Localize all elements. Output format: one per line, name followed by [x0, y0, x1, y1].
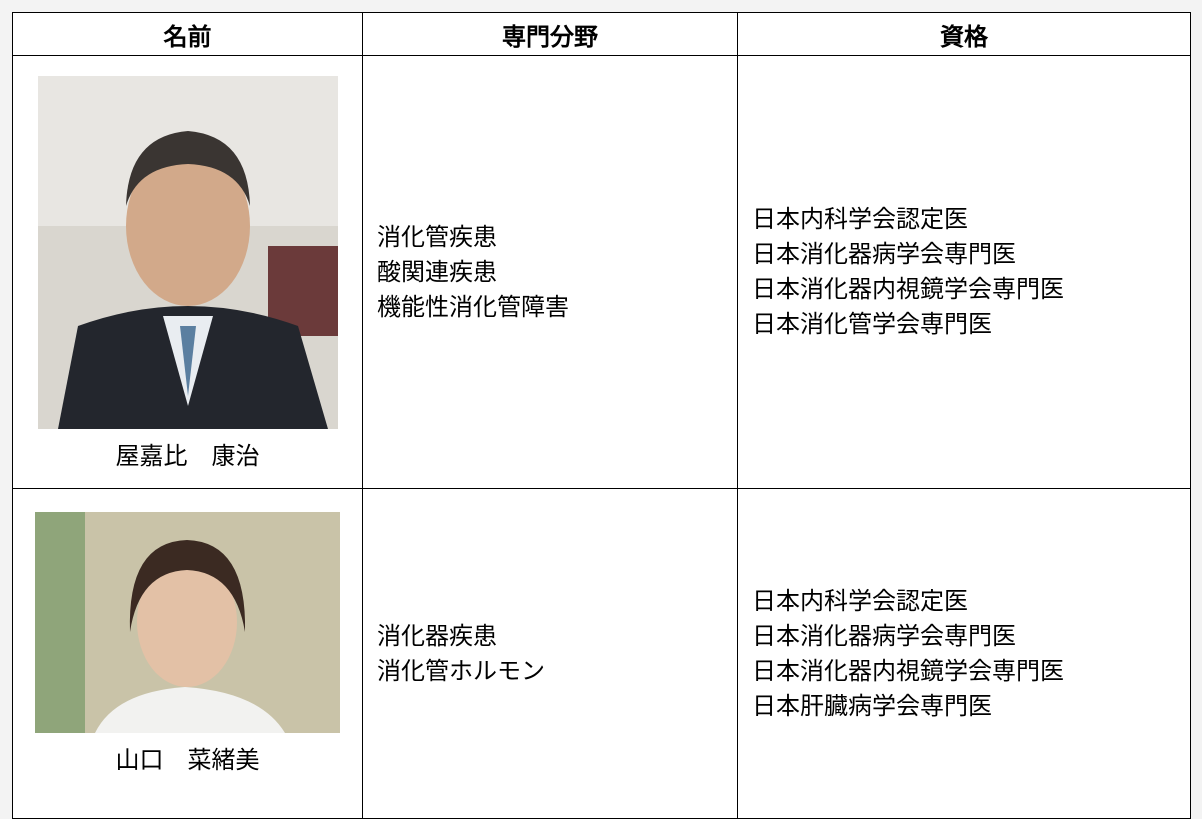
qualification: 日本内科学会認定医 [752, 586, 968, 615]
doctor-table: 名前 専門分野 資格 屋嘉比 康治 消化管疾患 酸関連疾患 機能性消化管障害 日… [12, 12, 1191, 819]
qualification-cell: 日本内科学会認定医 日本消化器病学会専門医 日本消化器内視鏡学会専門医 日本肝臓… [737, 488, 1191, 819]
specialty: 消化器疾患 [377, 621, 497, 650]
specialty-cell: 消化器疾患 消化管ホルモン [362, 488, 738, 819]
qualification: 日本消化器病学会専門医 [752, 240, 1016, 268]
header-row: 名前 専門分野 資格 [12, 12, 1191, 56]
doctor-row: 屋嘉比 康治 消化管疾患 酸関連疾患 機能性消化管障害 日本内科学会認定医 日本… [12, 55, 1191, 489]
qualification-cell: 日本内科学会認定医 日本消化器病学会専門医 日本消化器内視鏡学会専門医 日本消化… [737, 55, 1191, 489]
qualification: 日本内科学会認定医 [752, 205, 968, 233]
header-cell: 名前 [12, 12, 363, 56]
name-cell: 屋嘉比 康治 [12, 55, 363, 489]
qualification: 日本消化器内視鏡学会専門医 [752, 275, 1064, 303]
name-cell: 山口 菜緒美 [12, 488, 363, 819]
specialty: 機能性消化管障害 [377, 292, 569, 321]
specialty: 消化管ホルモン [377, 656, 545, 685]
qualification: 日本消化器病学会専門医 [752, 621, 1016, 650]
specialty: 酸関連疾患 [377, 257, 497, 286]
specialty: 消化管疾患 [377, 222, 497, 251]
qualification: 日本消化管学会専門医 [752, 310, 992, 338]
specialty-cell: 消化管疾患 酸関連疾患 機能性消化管障害 [362, 55, 738, 489]
qualification: 日本消化器内視鏡学会専門医 [752, 656, 1064, 685]
photo [37, 76, 338, 429]
doctor-name: 屋嘉比 康治 [115, 442, 260, 470]
doctor-row: 山口 菜緒美 消化器疾患 消化管ホルモン 日本内科学会認定医 日本消化器病学会専… [12, 488, 1191, 819]
header-cell: 専門分野 [362, 12, 738, 56]
doctor-name: 山口 菜緒美 [115, 746, 260, 774]
qualification: 日本肝臓病学会専門医 [752, 691, 992, 720]
photo [35, 512, 340, 733]
header-cell: 資格 [737, 12, 1191, 56]
